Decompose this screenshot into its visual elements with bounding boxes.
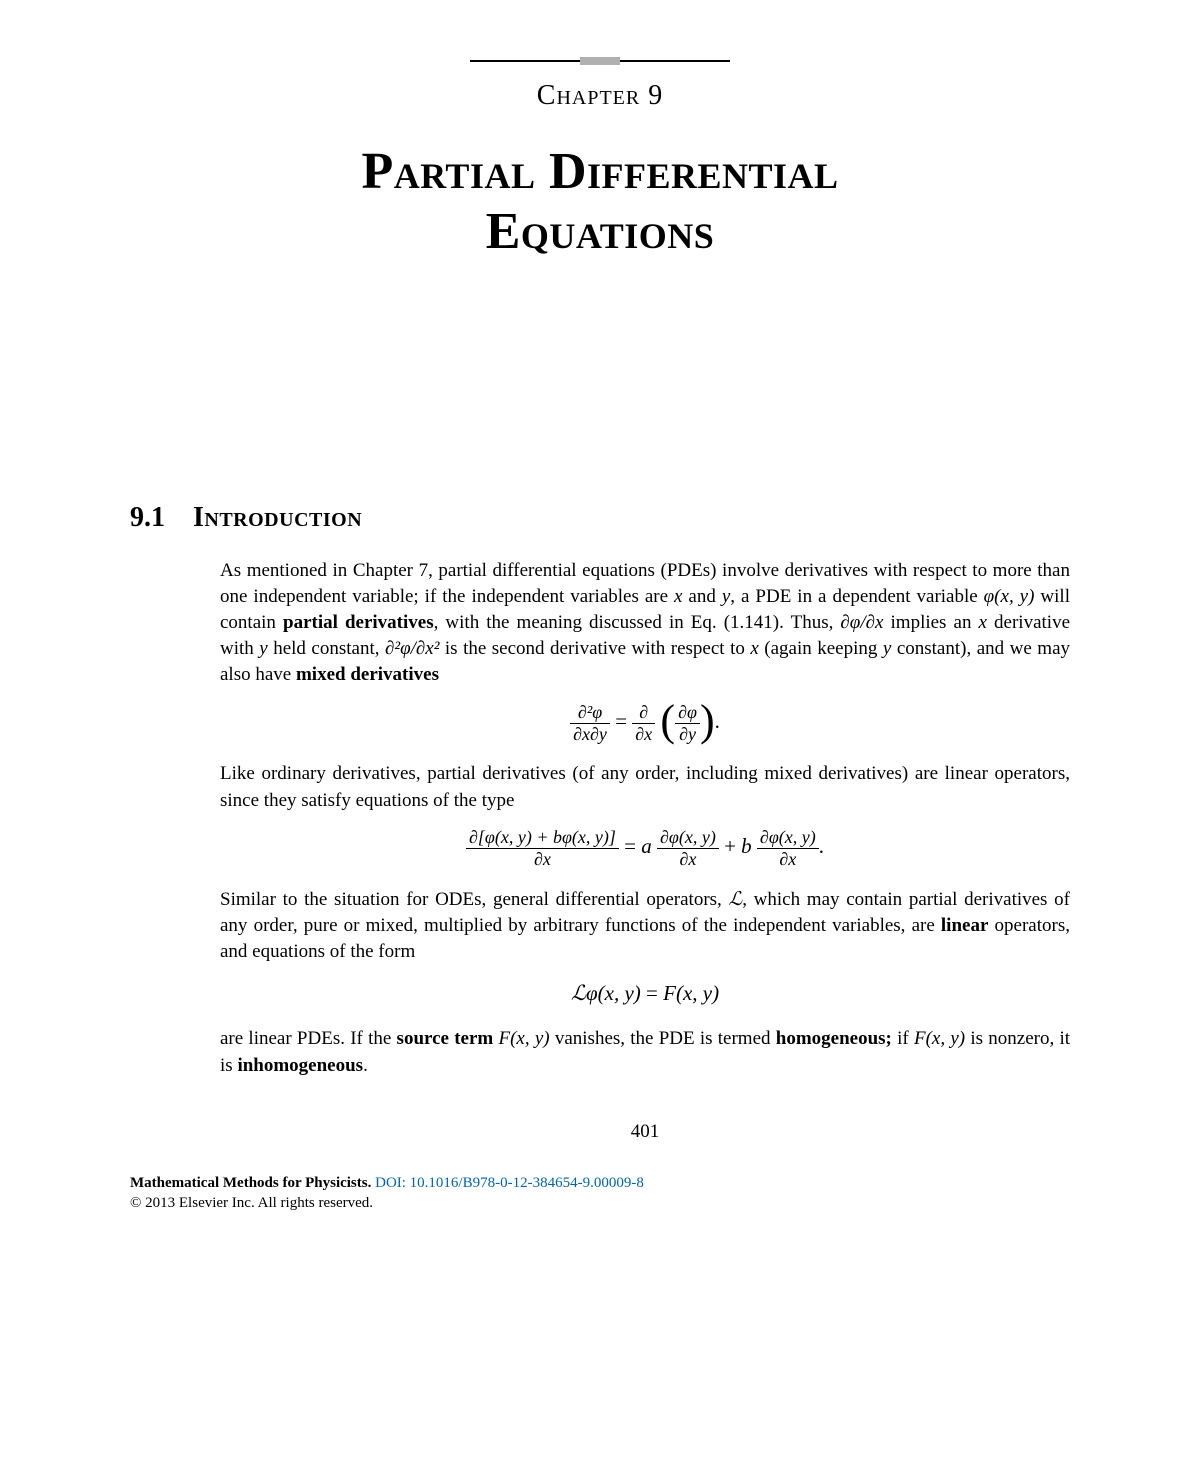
p1-text: and [682, 586, 721, 607]
eq2-rhs-frac: ∂φ(x, y) ∂x [757, 828, 819, 869]
equation-1: ∂²φ ∂x∂y = ∂ ∂x ( ∂φ ∂y ). [220, 703, 1070, 744]
paragraph-4: are linear PDEs. If the source term F(x,… [220, 1026, 1070, 1078]
math-dphi-dx: ∂φ/∂x [840, 612, 883, 633]
p1-text: implies an [883, 612, 978, 633]
eq3-rhs: F(x, y) [663, 981, 719, 1005]
chapter-rule-notch [580, 57, 620, 65]
term-linear: linear [941, 915, 989, 936]
eq2-lhs-frac: ∂[φ(x, y) + bφ(x, y)] ∂x [466, 828, 619, 869]
p3-text: Similar to the situation for ODEs, gener… [220, 889, 729, 910]
equals: = [646, 981, 658, 1005]
section-name: Introduction [193, 502, 362, 533]
p1-text: , a PDE in a dependent variable [730, 586, 983, 607]
equals: = [615, 709, 632, 733]
chapter-label: Chapter 9 [130, 80, 1070, 112]
equation-3: ℒφ(x, y) = F(x, y) [220, 979, 1070, 1008]
p4-text: are linear PDEs. If the [220, 1028, 397, 1049]
term-homogeneous: homogeneous; [776, 1028, 892, 1049]
eq2-mid-num: ∂φ(x, y) [657, 828, 719, 849]
footer-book-title: Mathematical Methods for Physicists. [130, 1175, 371, 1191]
paragraph-1: As mentioned in Chapter 7, partial diffe… [220, 558, 1070, 689]
eq1-lhs-den: ∂x∂y [570, 724, 610, 744]
p1-text: held constant, [268, 638, 385, 659]
doi-link[interactable]: DOI: 10.1016/B978-0-12-384654-9.00009-8 [375, 1175, 644, 1191]
math-y: y [259, 638, 267, 659]
p1-text: (again keeping [759, 638, 883, 659]
eq2-coef-a: a [641, 834, 652, 858]
term-source-term: source term [397, 1028, 494, 1049]
eq2-mid-den: ∂x [657, 849, 719, 869]
chapter-title-line1: Partial Differential [361, 143, 838, 200]
body-text: As mentioned in Chapter 7, partial diffe… [220, 558, 1070, 1145]
period: . [715, 709, 720, 733]
section-number: 9.1 [130, 502, 165, 534]
chapter-title-line2: Equations [486, 203, 715, 260]
eq2-mid-frac: ∂φ(x, y) ∂x [657, 828, 719, 869]
term-partial-derivatives: partial derivatives [283, 612, 434, 633]
eq1-mid-num: ∂ [632, 703, 655, 724]
p4-text: . [363, 1055, 368, 1076]
math-Fxy: F(x, y) [498, 1028, 549, 1049]
paragraph-3: Similar to the situation for ODEs, gener… [220, 887, 1070, 966]
p1-text: is the second derivative with respect to [439, 638, 750, 659]
math-x: x [979, 612, 987, 633]
eq1-mid-frac: ∂ ∂x [632, 703, 655, 744]
eq1-rhs-num: ∂φ [675, 703, 700, 724]
equation-2: ∂[φ(x, y) + bφ(x, y)] ∂x = a ∂φ(x, y) ∂x… [220, 828, 1070, 869]
eq2-coef-b: b [741, 834, 752, 858]
term-mixed-derivatives: mixed derivatives [296, 664, 439, 685]
eq2-lhs-den: ∂x [466, 849, 619, 869]
eq2-rhs-num: ∂φ(x, y) [757, 828, 819, 849]
eq2-lhs-num: ∂[φ(x, y) + bφ(x, y)] [466, 828, 619, 849]
footer: Mathematical Methods for Physicists. DOI… [130, 1173, 1070, 1214]
chapter-header: Chapter 9 [130, 60, 1070, 112]
page-number: 401 [220, 1119, 1070, 1145]
footer-copyright: © 2013 Elsevier Inc. All rights reserved… [130, 1195, 373, 1211]
paragraph-2: Like ordinary derivatives, partial deriv… [220, 761, 1070, 813]
p4-text: vanishes, the PDE is termed [550, 1028, 776, 1049]
chapter-rule [470, 60, 730, 62]
eq1-lhs-num: ∂²φ [570, 703, 610, 724]
right-paren: ) [700, 706, 715, 737]
eq1-mid-den: ∂x [632, 724, 655, 744]
left-paren: ( [660, 706, 675, 737]
eq3-lhs: ℒφ(x, y) [571, 981, 641, 1005]
math-d2phi-dx2: ∂²φ/∂x² [385, 638, 439, 659]
math-x: x [750, 638, 758, 659]
eq2-rhs-den: ∂x [757, 849, 819, 869]
math-Fxy: F(x, y) [914, 1028, 965, 1049]
equals: = [624, 834, 641, 858]
p1-text: , with the meaning discussed in Eq. (1.1… [434, 612, 841, 633]
section-heading: 9.1 Introduction [130, 502, 1070, 534]
chapter-title: Partial Differential Equations [130, 142, 1070, 262]
term-inhomogeneous: inhomogeneous [237, 1055, 363, 1076]
math-phi-xy: φ(x, y) [984, 586, 1035, 607]
p4-text: if [892, 1028, 914, 1049]
period: . [819, 834, 824, 858]
plus: + [724, 834, 741, 858]
eq1-rhs-den: ∂y [675, 724, 700, 744]
eq1-rhs-frac: ∂φ ∂y [675, 703, 700, 744]
eq1-lhs-frac: ∂²φ ∂x∂y [570, 703, 610, 744]
math-L: ℒ [729, 889, 743, 910]
